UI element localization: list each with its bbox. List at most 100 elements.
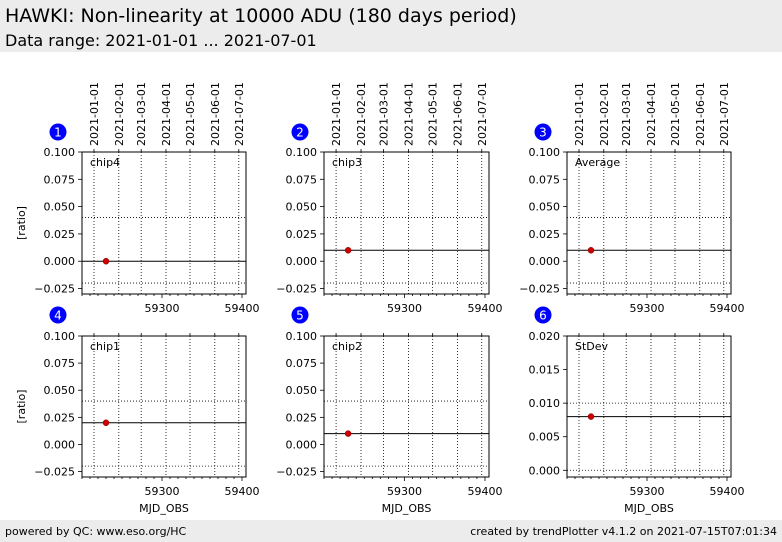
panel-5-series-label: chip2 [332, 340, 362, 353]
panel-2-date-label: 2021-03-01 [378, 82, 391, 146]
panel-3-date-label: 2021-06-01 [694, 82, 707, 146]
panel-3-date-label: 2021-07-01 [718, 82, 731, 146]
panel-3-ytick-label: 0.000 [529, 255, 561, 268]
panel-1-ytick-label: −0.025 [34, 283, 75, 296]
panel-1-date-label: 2021-04-01 [160, 82, 173, 146]
panel-1-ytick-label: 0.050 [44, 201, 76, 214]
panel-2-xtick-label: 59400 [467, 302, 502, 315]
panel-3-ytick-label: 0.100 [529, 146, 561, 159]
panel-3-badge-circle [534, 123, 552, 141]
panel-5-ytick-label: 0.050 [286, 384, 318, 397]
panel-6-ytick-label: 0.005 [529, 431, 561, 444]
panel-4-series-label: chip1 [90, 340, 120, 353]
panel-3-date-label: 2021-04-01 [645, 82, 658, 146]
panel-3-date-label: 2021-02-01 [598, 82, 611, 146]
panel-6-badge-circle [534, 306, 552, 324]
panel-6-data-point [587, 413, 595, 420]
panel-4-frame [81, 335, 247, 478]
panel-3-ytick-label: 0.025 [529, 228, 561, 241]
panel-2-date-label: 2021-07-01 [476, 82, 489, 146]
panel-2-series-label: chip3 [332, 156, 362, 169]
page-subtitle: Data range: 2021-01-01 ... 2021-07-01 [5, 31, 317, 50]
footer-credit: powered by QC: www.eso.org/HC [5, 525, 187, 538]
panel-3-badge-number: 3 [539, 126, 547, 140]
panel-1-xtick-label: 59300 [145, 302, 180, 315]
panel-4-ylabel: [ratio] [15, 390, 28, 424]
panel-3-ytick-label: −0.025 [519, 283, 560, 296]
panel-2-xtick-label: 59300 [387, 302, 422, 315]
panel-2-ytick-label: 0.025 [286, 228, 318, 241]
panel-1-date-label: 2021-02-01 [113, 82, 126, 146]
panel-2-ytick-label: −0.025 [276, 283, 317, 296]
panel-1-date-label: 2021-05-01 [184, 82, 197, 146]
panel-4-ytick-label: 0.075 [44, 357, 76, 370]
panel-4-ytick-label: 0.100 [44, 330, 76, 343]
panel-2-badge-circle [291, 123, 309, 141]
panel-2-ytick-label: 0.000 [286, 255, 318, 268]
panel-6-ytick-label: 0.010 [529, 397, 561, 410]
panel-1-date-label: 2021-06-01 [209, 82, 222, 146]
panel-1-frame [81, 151, 247, 295]
panel-4-ytick-label: −0.025 [34, 466, 75, 479]
panel-6-badge-number: 6 [539, 309, 547, 323]
panel-2-date-label: 2021-04-01 [403, 82, 416, 146]
panel-5-xtick-label: 59400 [467, 485, 502, 498]
panel-2-ytick-label: 0.075 [286, 173, 318, 186]
panel-3-date-label: 2021-05-01 [669, 82, 682, 146]
panel-2-frame [323, 151, 490, 295]
panel-4-xtick-label: 59300 [145, 485, 180, 498]
panel-1-badge-circle [49, 123, 67, 141]
panel-3-date-label: 2021-03-01 [620, 82, 633, 146]
panel-1-ytick-label: 0.100 [44, 146, 76, 159]
panel-1-ytick-label: 0.025 [44, 228, 76, 241]
panel-4-xtick-label: 59400 [225, 485, 260, 498]
page-title: HAWKI: Non-linearity at 10000 ADU (180 d… [5, 5, 517, 27]
panel-4-badge-number: 4 [54, 309, 62, 323]
panel-6-frame [566, 335, 732, 478]
panel-1-date-label: 2021-07-01 [233, 82, 246, 146]
panel-5-ytick-label: −0.025 [276, 466, 317, 479]
panel-5-ytick-label: 0.100 [286, 330, 318, 343]
panel-6-ytick-label: 0.020 [529, 330, 561, 343]
header-bar: HAWKI: Non-linearity at 10000 ADU (180 d… [0, 0, 782, 52]
panel-5-xtick-label: 59300 [387, 485, 422, 498]
panel-5-badge-circle [291, 306, 309, 324]
panel-2-date-label: 2021-05-01 [427, 82, 440, 146]
panel-4-ytick-label: 0.000 [44, 438, 76, 451]
panel-5-badge-number: 5 [296, 309, 304, 323]
panel-2-badge-number: 2 [296, 126, 304, 140]
panel-1-ytick-label: 0.000 [44, 255, 76, 268]
panel-2-ytick-label: 0.100 [286, 146, 318, 159]
panel-6-xtick-label: 59400 [710, 485, 745, 498]
panel-2-date-label: 2021-06-01 [452, 82, 465, 146]
panel-1-xtick-label: 59400 [225, 302, 260, 315]
panel-3-xtick-label: 59400 [710, 302, 745, 315]
panel-2-ytick-label: 0.050 [286, 201, 318, 214]
panel-3-ytick-label: 0.075 [529, 173, 561, 186]
panel-3-data-point [587, 247, 595, 254]
panel-3-ytick-label: 0.050 [529, 201, 561, 214]
panel-3-frame [566, 151, 732, 295]
footer-bar: powered by QC: www.eso.org/HC created by… [0, 520, 782, 542]
panel-6-xlabel: MJD_OBS [624, 502, 674, 515]
panel-1-date-label: 2021-03-01 [135, 82, 148, 146]
panel-6-ytick-label: 0.000 [529, 464, 561, 477]
panel-2-data-point [344, 247, 352, 254]
panel-2-date-label: 2021-01-01 [330, 82, 343, 146]
chart-grid: 0.100 0.075 0.050 0.025 0.000 −0.025 59300 5940… [15, 82, 745, 515]
panel-3-xtick-label: 59300 [630, 302, 665, 315]
panel-4-data-point [102, 419, 110, 427]
panel-4-xlabel: MJD_OBS [139, 502, 189, 515]
panel-5-frame [323, 335, 490, 478]
panel-1-data-point [102, 257, 110, 265]
footer-created: created by trendPlotter v4.1.2 on 2021-0… [470, 525, 777, 538]
panel-1-badge-number: 1 [54, 126, 62, 140]
panel-5-ytick-label: 0.025 [286, 411, 318, 424]
panel-5-data-point [344, 430, 352, 437]
panel-1-ylabel: [ratio] [15, 206, 28, 240]
panel-6-series-label: StDev [575, 340, 609, 353]
panel-4-ytick-label: 0.050 [44, 384, 76, 397]
panel-5-xlabel: MJD_OBS [382, 502, 432, 515]
panel-2-date-label: 2021-02-01 [355, 82, 368, 146]
panel-1-series-label: chip4 [90, 156, 120, 169]
